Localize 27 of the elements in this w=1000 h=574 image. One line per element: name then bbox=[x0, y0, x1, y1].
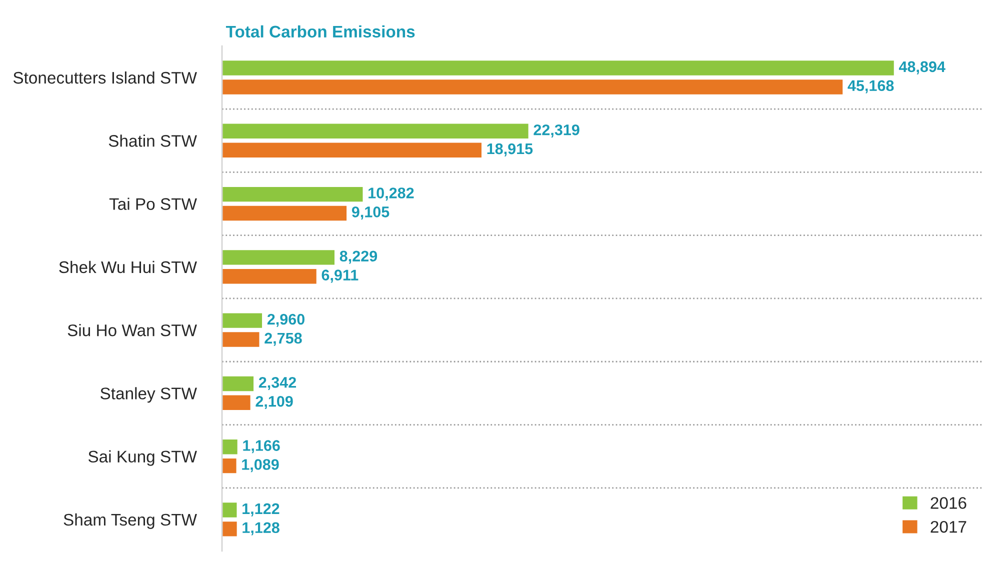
data-label: 22,319 bbox=[534, 124, 580, 138]
y-tick-label: Stonecutters Island STW bbox=[13, 71, 197, 84]
data-label: 8,229 bbox=[340, 250, 378, 264]
data-label: 1,166 bbox=[243, 440, 280, 454]
y-tick-label: Sai Kung STW bbox=[88, 450, 197, 466]
data-label: 2,109 bbox=[256, 396, 293, 409]
legend-label: 2016 bbox=[930, 497, 966, 509]
data-label: 1,089 bbox=[242, 459, 279, 472]
data-label: 2,758 bbox=[264, 332, 302, 346]
data-label: 10,282 bbox=[368, 188, 414, 201]
y-tick-label: Siu Ho Wan STW bbox=[68, 324, 197, 336]
y-tick-label: Sham Tseng STW bbox=[64, 513, 197, 529]
data-label: 9,105 bbox=[352, 206, 390, 220]
data-label: 18,915 bbox=[487, 143, 533, 156]
y-tick-label: Shek Wu Hui STW bbox=[59, 260, 197, 274]
y-tick-label: Tai Po STW bbox=[109, 198, 197, 210]
data-label: 1,122 bbox=[242, 503, 280, 516]
y-tick-label: Stanley STW bbox=[100, 387, 197, 403]
data-label: 48,894 bbox=[898, 61, 946, 74]
y-tick-label: Shatin STW bbox=[108, 134, 197, 147]
data-label: 45,168 bbox=[848, 80, 894, 94]
chart-title: Total Carbon Emissions bbox=[226, 25, 415, 38]
data-label: 6,911 bbox=[322, 270, 358, 283]
legend-label: 2017 bbox=[930, 520, 966, 533]
data-label: 1,128 bbox=[242, 522, 280, 536]
data-label: 2,342 bbox=[258, 377, 296, 390]
data-label: 2,960 bbox=[267, 314, 304, 327]
